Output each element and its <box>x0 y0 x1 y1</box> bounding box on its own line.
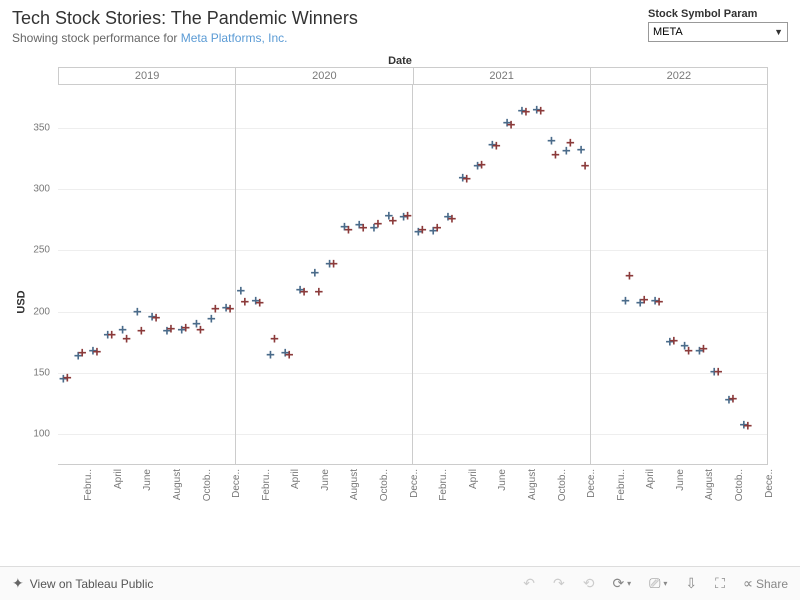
x-tick-label: June <box>675 469 686 491</box>
x-tick-label: Octob.. <box>379 469 390 501</box>
undo-icon: ↶ <box>523 575 535 592</box>
redo-icon: ↷ <box>553 575 565 592</box>
x-tick-label: August <box>527 469 538 500</box>
caret-down-icon: ▼ <box>774 27 783 37</box>
page-title: Tech Stock Stories: The Pandemic Winners <box>12 8 358 29</box>
x-tick-label: August <box>172 469 183 500</box>
revert-button[interactable]: ⟲ <box>583 575 595 592</box>
x-tick-label: June <box>497 469 508 491</box>
x-tick-label: Febru.. <box>438 469 449 501</box>
x-tick-label: April <box>645 469 656 489</box>
y-axis-ticks: 100 150 200 250 300 350 <box>12 85 52 465</box>
y-tick-label: 300 <box>33 184 50 195</box>
page-subtitle: Showing stock performance for Meta Platf… <box>12 31 358 45</box>
chart-area: USD 2019202020212022 100150200250300350 … <box>12 67 788 537</box>
share-label: Share <box>756 577 788 591</box>
device-icon: ⎚ <box>649 575 660 592</box>
download-icon: ⇩ <box>685 575 697 592</box>
x-tick-label: Dece.. <box>586 469 597 498</box>
tableau-icon: ✦ <box>12 575 24 592</box>
x-tick-label: August <box>704 469 715 500</box>
panels-header: 2019202020212022 <box>58 67 768 85</box>
panel-header: 2020 <box>236 68 413 84</box>
panel <box>591 85 769 464</box>
undo-button[interactable]: ↶ <box>523 575 535 592</box>
y-tick-label: 100 <box>33 429 50 440</box>
x-tick-label: April <box>113 469 124 489</box>
company-link[interactable]: Meta Platforms, Inc. <box>181 31 288 45</box>
x-tick-label: Febru.. <box>83 469 94 501</box>
view-on-tableau-label: View on Tableau Public <box>30 577 154 591</box>
x-tick-label: Dece.. <box>409 469 420 498</box>
y-tick-label: 350 <box>33 122 50 133</box>
x-tick-label: Febru.. <box>616 469 627 501</box>
x-axis-ticks: Febru.. April June August Octob.. Dece.. Febru… <box>58 465 768 537</box>
x-tick-label: June <box>320 469 331 491</box>
refresh-icon: ⟳ <box>612 575 624 592</box>
panel-header: 2022 <box>591 68 768 84</box>
panel <box>58 85 236 464</box>
stock-symbol-select[interactable]: META ▼ <box>648 22 788 42</box>
redo-button[interactable]: ↷ <box>553 575 565 592</box>
param-label: Stock Symbol Param <box>648 8 788 20</box>
share-button[interactable]: ∝ Share <box>743 575 788 592</box>
x-tick-label: Octob.. <box>557 469 568 501</box>
y-tick-label: 150 <box>33 368 50 379</box>
subtitle-prefix: Showing stock performance for <box>12 31 181 45</box>
view-on-tableau-button[interactable]: ✦ View on Tableau Public <box>12 575 153 592</box>
param-value: META <box>653 26 683 38</box>
x-tick-label: June <box>142 469 153 491</box>
caret-down-icon: ▾ <box>663 579 667 588</box>
share-icon: ∝ <box>743 575 753 592</box>
refresh-button[interactable]: ⟳▾ <box>612 575 631 592</box>
caret-down-icon: ▾ <box>627 579 631 588</box>
revert-icon: ⟲ <box>583 575 595 592</box>
panel-header: 2021 <box>414 68 591 84</box>
panel <box>236 85 414 464</box>
x-axis-title: Date <box>0 55 800 67</box>
x-tick-label: Febru.. <box>261 469 272 501</box>
panel <box>413 85 591 464</box>
x-tick-label: Dece.. <box>231 469 242 498</box>
x-tick-label: Dece.. <box>764 469 775 498</box>
x-tick-label: Octob.. <box>202 469 213 501</box>
device-button[interactable]: ⎚▾ <box>649 575 667 592</box>
x-tick-label: Octob.. <box>734 469 745 501</box>
download-button[interactable]: ⇩ <box>685 575 697 592</box>
x-tick-label: April <box>290 469 301 489</box>
x-tick-label: April <box>468 469 479 489</box>
footer-toolbar: ✦ View on Tableau Public ↶ ↷ ⟲ ⟳▾ ⎚▾ ⇩ ⛶… <box>0 566 800 600</box>
x-tick-label: August <box>349 469 360 500</box>
y-tick-label: 200 <box>33 306 50 317</box>
panel-header: 2019 <box>58 68 236 84</box>
plot-region: ++++++++++++++++++++++++++++++++++++++++… <box>58 85 768 465</box>
y-tick-label: 250 <box>33 245 50 256</box>
fullscreen-icon: ⛶ <box>715 575 725 592</box>
fullscreen-button[interactable]: ⛶ <box>715 575 725 592</box>
